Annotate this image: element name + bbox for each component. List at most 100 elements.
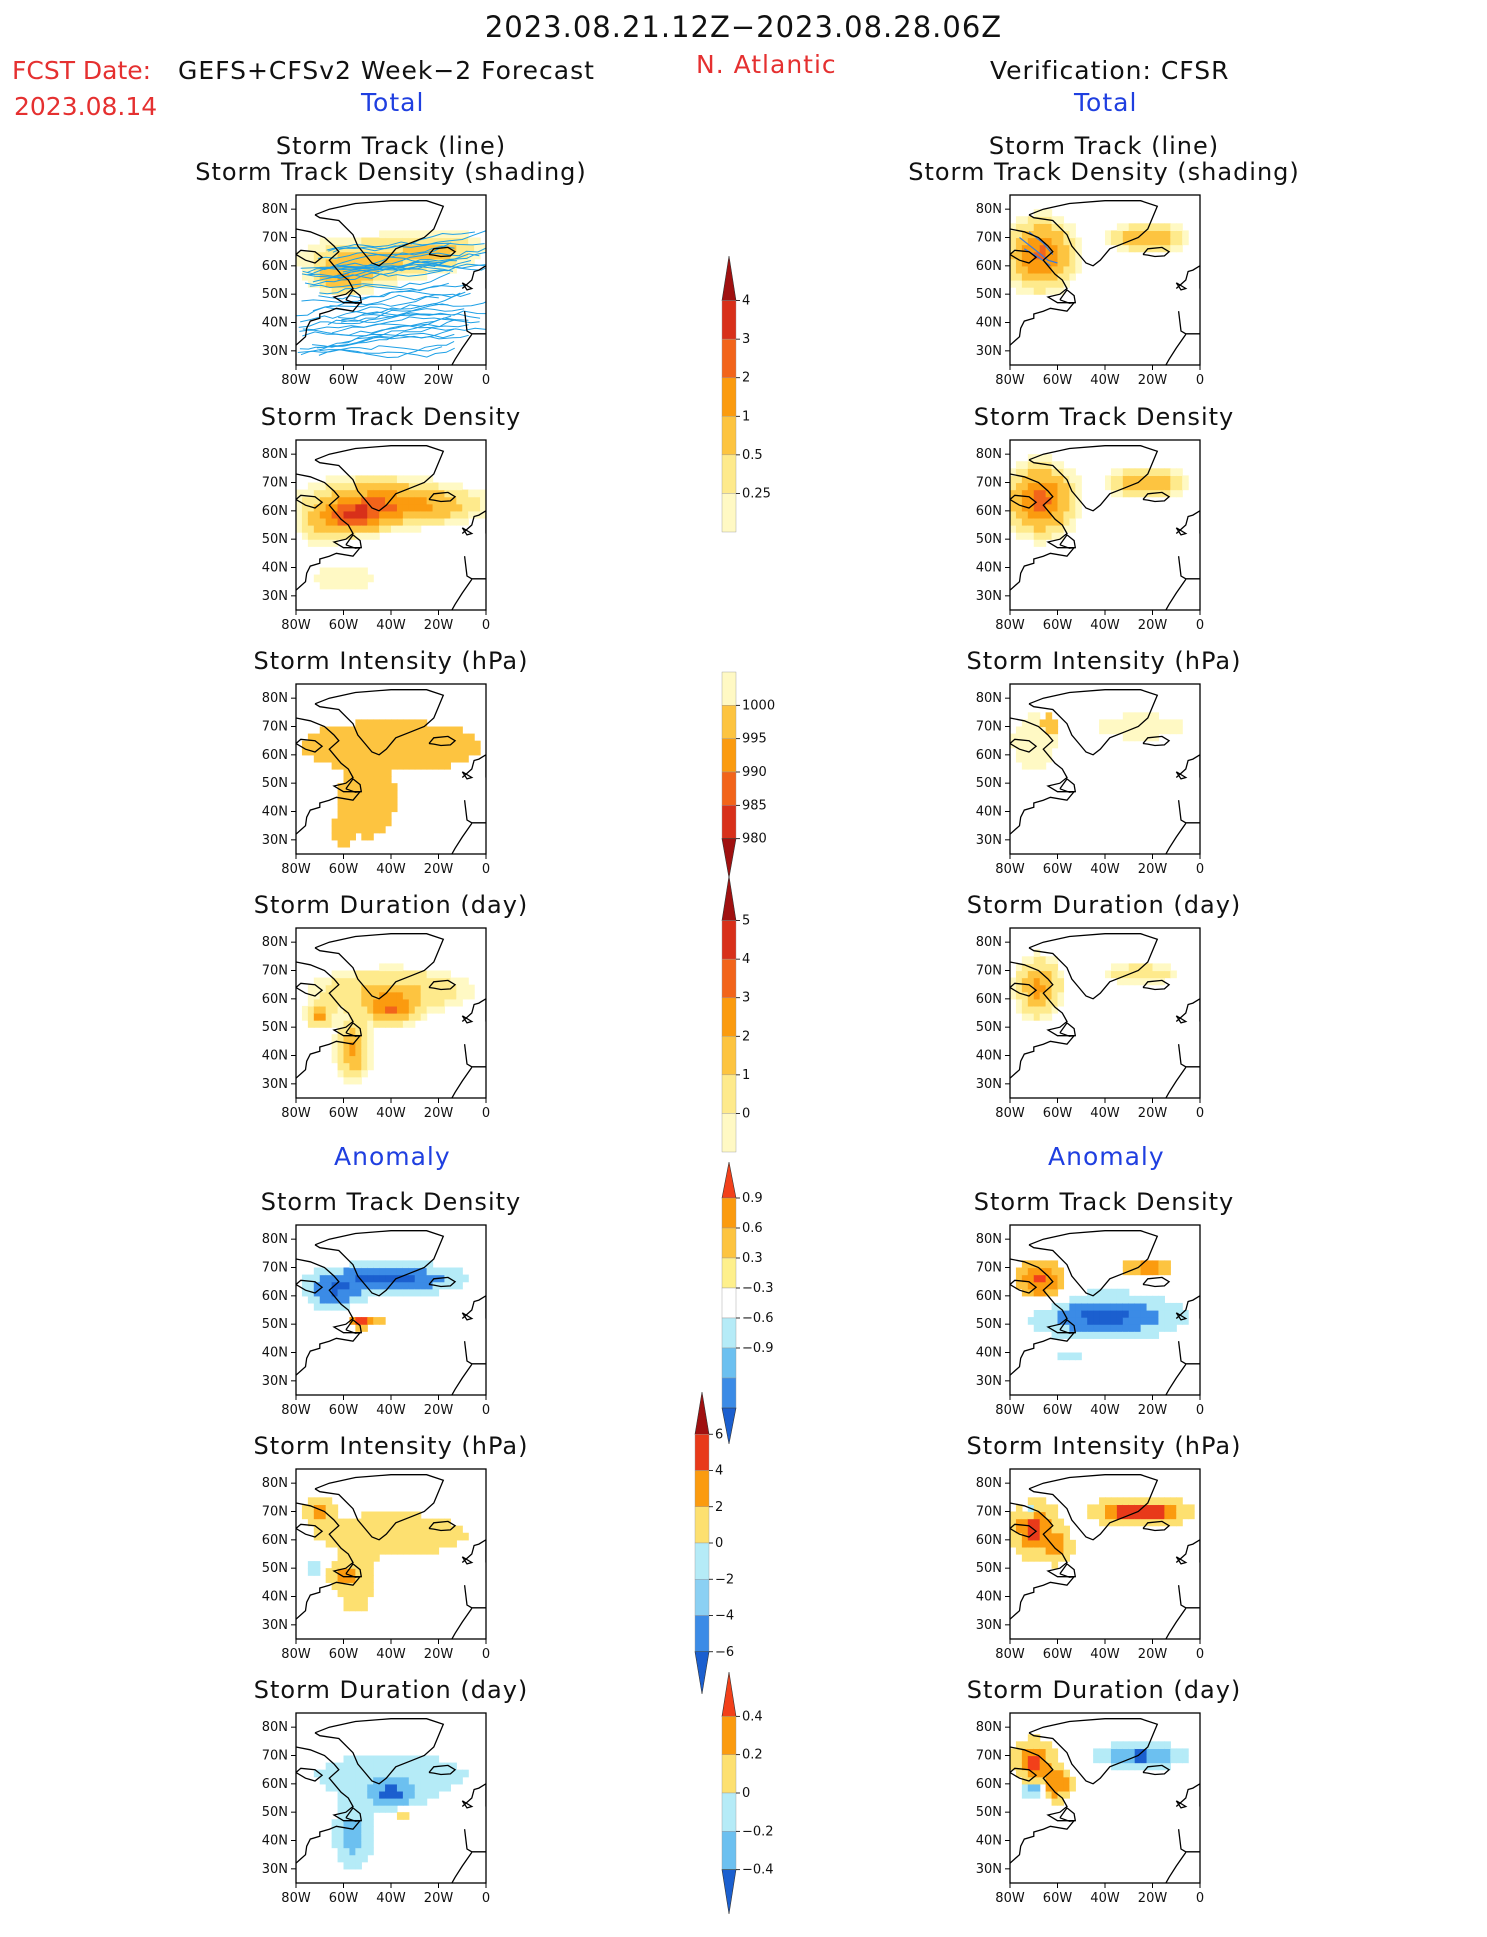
lon-tick-label: 60W (1043, 1891, 1073, 1906)
grid-cell (361, 1826, 368, 1835)
grid-cell (444, 1532, 451, 1541)
grid-cell (1021, 251, 1029, 260)
colorbar-label: 4 (715, 1464, 723, 1479)
storm-track-line (300, 332, 455, 356)
grid-cell (1051, 1561, 1059, 1569)
grid-cell (1039, 963, 1047, 972)
grid-cell (1057, 1539, 1065, 1548)
grid-cell (1128, 726, 1136, 735)
coastline (461, 998, 486, 1022)
grid-cell (349, 1041, 356, 1050)
colorbar-label: 980 (742, 832, 767, 847)
grid-cell (1182, 1748, 1189, 1757)
grid-cell (402, 719, 410, 728)
grid-cell (1021, 719, 1029, 728)
grid-cell (355, 258, 362, 267)
grid-cell (456, 1274, 463, 1283)
grid-cell (462, 1274, 469, 1283)
grid-cell (1116, 1497, 1124, 1506)
grid-cell (349, 747, 356, 756)
grid-cell (1027, 1013, 1035, 1021)
grid-cell (414, 482, 422, 491)
grid-cell (438, 251, 446, 260)
grid-cell (1015, 503, 1023, 512)
grid-cell (1015, 216, 1023, 224)
grid-cell (456, 244, 463, 253)
grid-cell (1033, 1790, 1041, 1799)
grid-cell (1010, 1511, 1017, 1520)
grid-cell (385, 258, 392, 267)
grid-cell (402, 726, 410, 735)
grid-cell (1140, 244, 1148, 253)
lon-tick-label: 20W (1138, 1891, 1168, 1906)
lon-tick-label: 60W (329, 1647, 359, 1662)
grid-cell (402, 747, 410, 756)
grid-cell (355, 747, 362, 756)
grid-cell (349, 1589, 356, 1598)
grid-cell (367, 532, 374, 540)
grid-cell (1176, 1511, 1183, 1520)
grid-cell (391, 991, 398, 1000)
grid-cell (1164, 1504, 1171, 1513)
grid-cell (361, 532, 368, 540)
grid-cell (367, 503, 374, 512)
grid-cell (402, 1812, 410, 1820)
grid-cell (1063, 1331, 1070, 1339)
grid-cell (1015, 747, 1023, 756)
grid-cell (1146, 475, 1154, 484)
grid-cell (1045, 482, 1053, 491)
grid-cell (301, 251, 309, 260)
grid-cell (361, 525, 368, 533)
lat-tick-label: 50N (976, 287, 1002, 302)
grid-cell (301, 1013, 309, 1021)
grid-cell (337, 1027, 345, 1035)
grid-cell (379, 1798, 386, 1806)
grid-cell (402, 740, 410, 749)
grid-cell (355, 1776, 362, 1785)
grid-cell (385, 1755, 392, 1764)
grid-cell (1170, 1302, 1177, 1311)
grid-cell (337, 726, 345, 735)
grid-cell (1033, 454, 1041, 462)
grid-cell (1164, 970, 1171, 979)
grid-cell (337, 1062, 345, 1071)
grid-cell (343, 1013, 351, 1021)
grid-cell (1146, 1748, 1154, 1757)
grid-cell (367, 818, 374, 827)
grid-cell (1045, 977, 1053, 986)
grid-cell (343, 1062, 351, 1071)
grid-cell (349, 733, 356, 742)
grid-cell (367, 1525, 374, 1534)
grid-cell (325, 1525, 333, 1534)
grid-cell (391, 747, 398, 756)
grid-cell (462, 510, 469, 519)
grid-cell (337, 1783, 345, 1792)
grid-cell (1093, 1755, 1100, 1764)
grid-cell (373, 1525, 380, 1534)
grid-cell (420, 1274, 428, 1283)
grid-cell (1122, 244, 1130, 253)
region-label: N. Atlantic (696, 50, 837, 79)
grid-cell (1116, 1324, 1124, 1332)
coastline (1059, 1318, 1077, 1334)
grid-cell (414, 1260, 422, 1269)
grid-cell (402, 230, 410, 239)
grid-cell (396, 1755, 404, 1764)
grid-cell (349, 1755, 356, 1764)
grid-cell (1057, 1518, 1065, 1527)
grid-cell (1063, 1352, 1070, 1361)
grid-cell (1170, 468, 1177, 477)
grid-cell (402, 489, 410, 498)
grid-cell (1039, 1546, 1047, 1555)
grid-cell (420, 1288, 428, 1297)
grid-cell (426, 733, 434, 742)
coastline (296, 494, 324, 509)
grid-cell (1069, 517, 1076, 526)
storm-track-line (302, 324, 469, 337)
grid-cell (1122, 1324, 1130, 1332)
grid-cell (1033, 1755, 1041, 1764)
grid-cell (1128, 489, 1136, 498)
grid-cell (379, 970, 386, 979)
grid-cell (1027, 517, 1035, 526)
